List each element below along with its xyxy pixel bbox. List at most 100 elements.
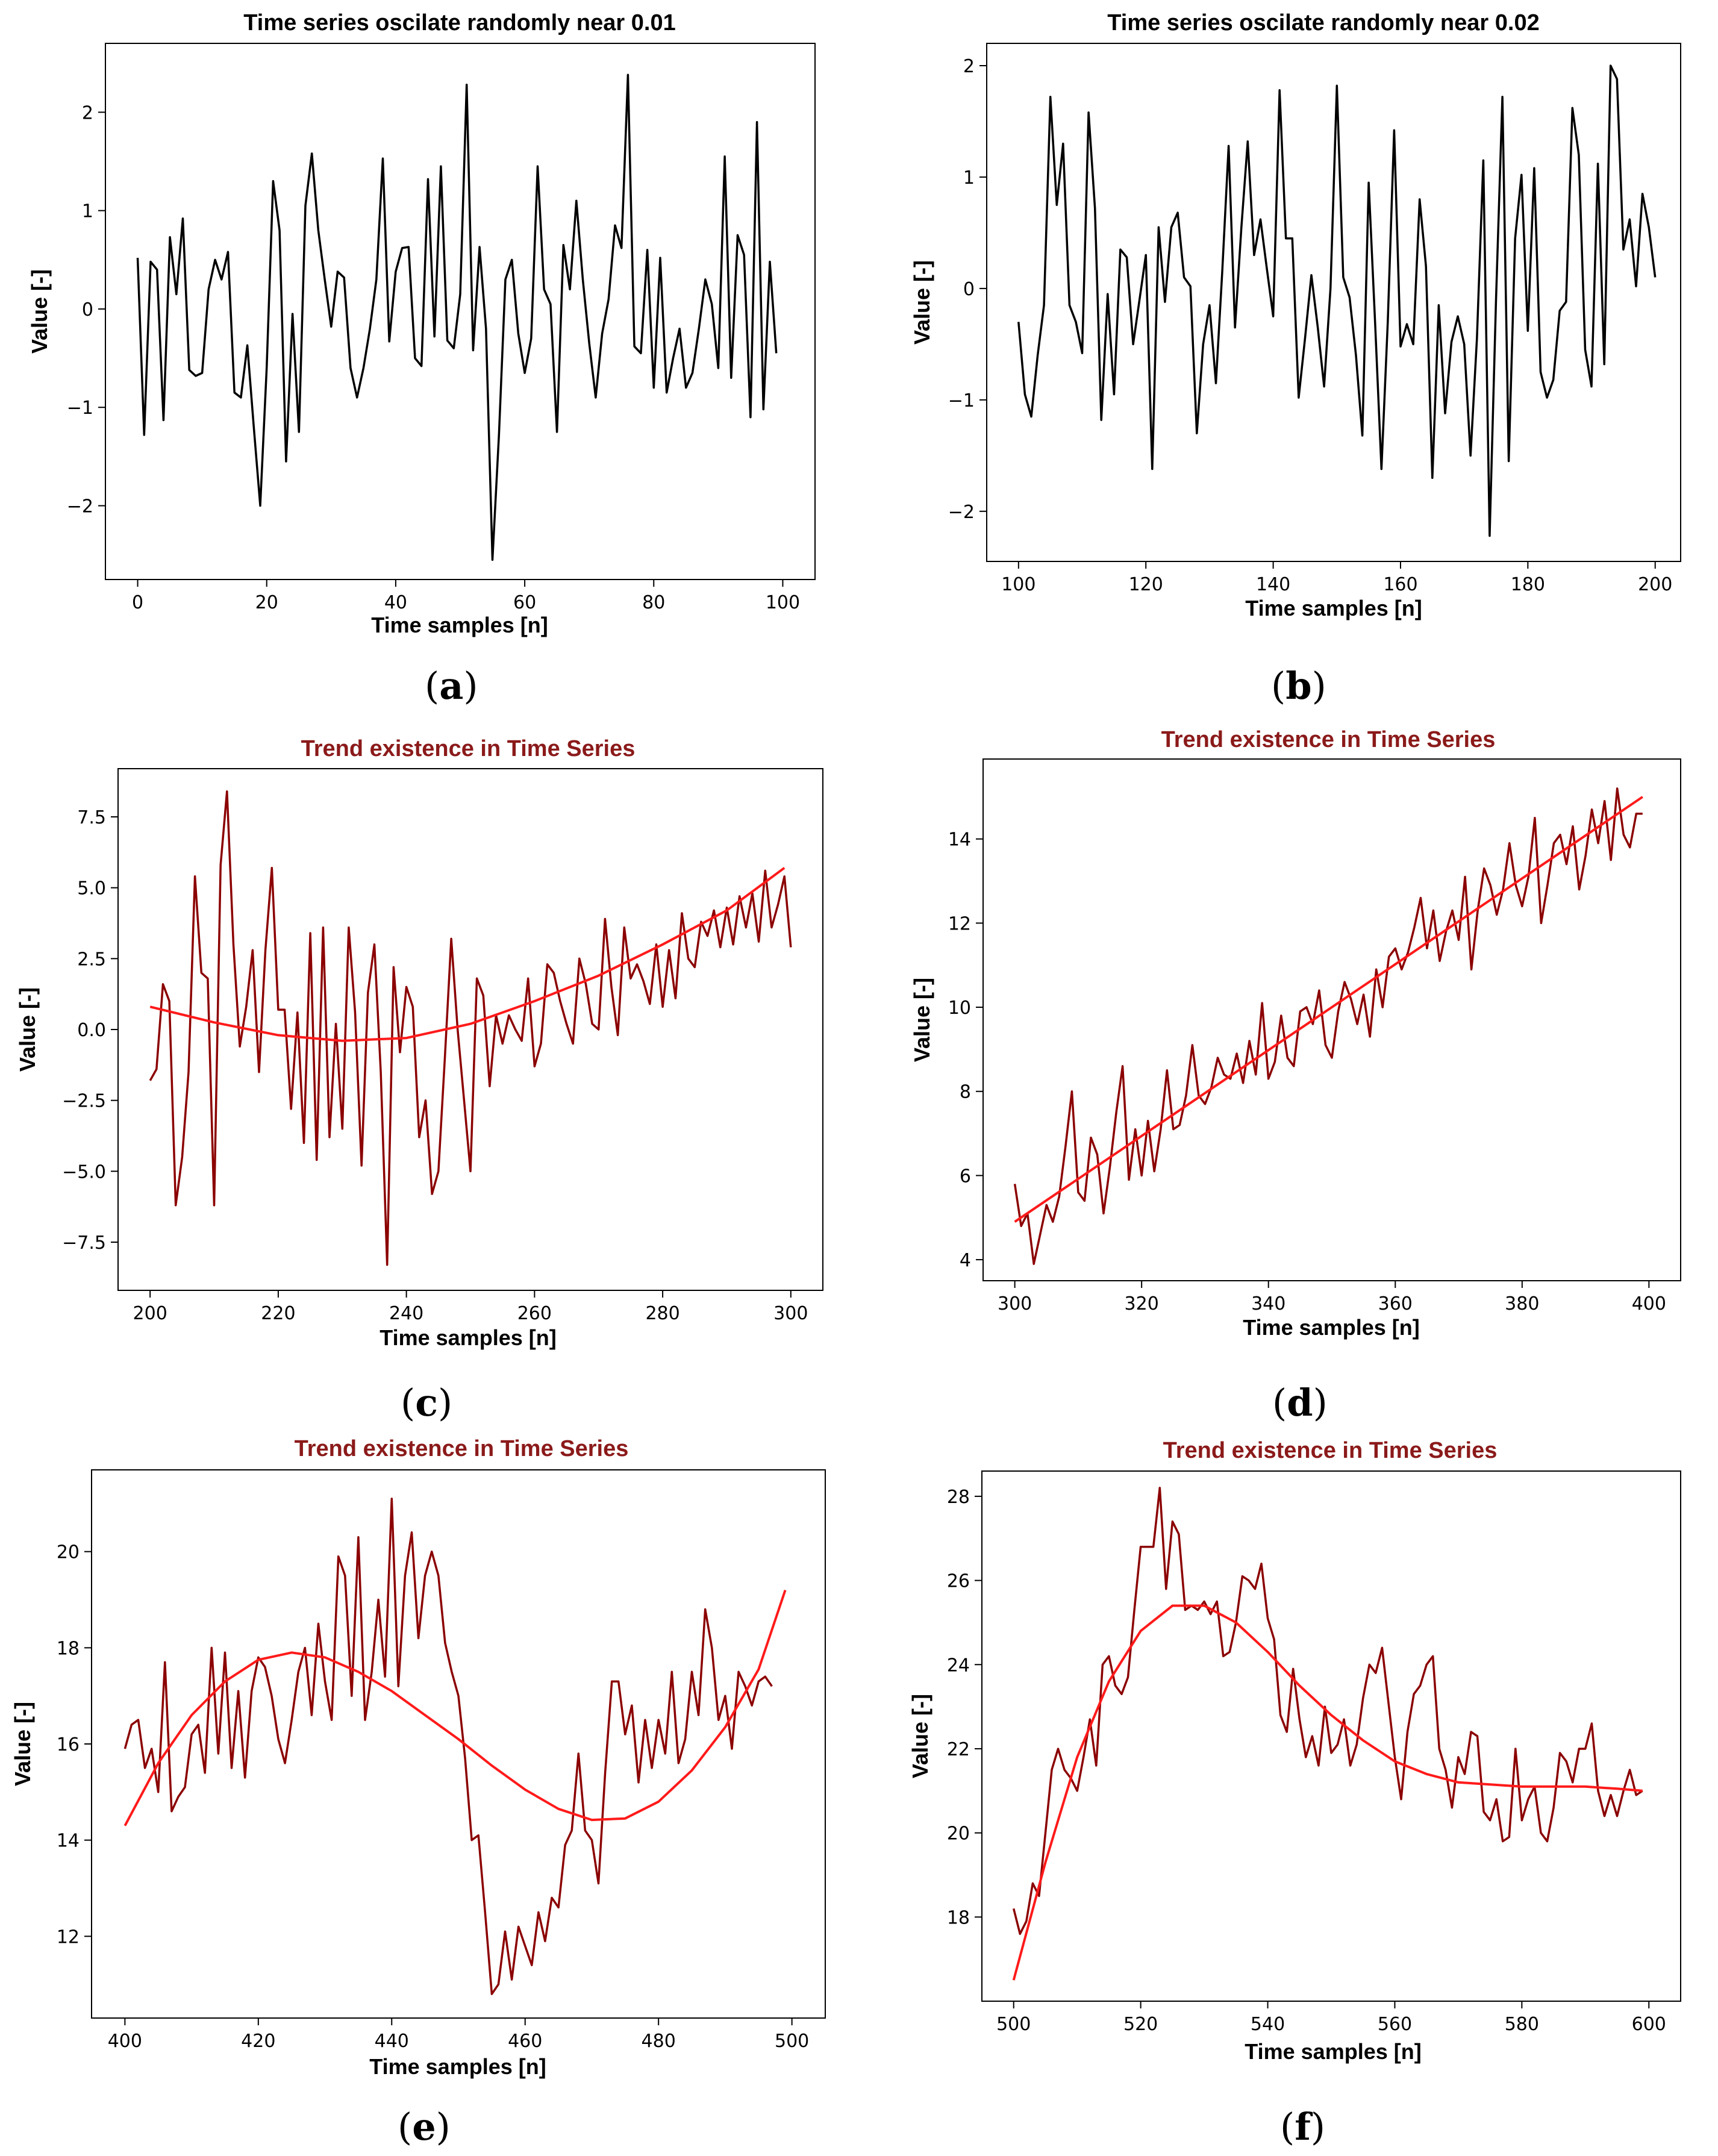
panel-f-ylabel: Value [-]: [908, 1694, 932, 1778]
x-tick-label: 120: [1129, 574, 1163, 595]
x-tick-label: 260: [517, 1303, 552, 1324]
panel-e: Trend existence in Time Series 400 420 440…: [10, 1436, 826, 2149]
panel-a-caption: (a): [425, 664, 478, 708]
y-tick-label: 2: [963, 56, 975, 77]
panel-a-lines: [136, 73, 778, 561]
y-tick-label: −7.5: [62, 1233, 106, 1254]
x-tick-label: 420: [241, 2031, 275, 2052]
x-tick-label: 520: [1123, 2014, 1158, 2035]
x-tick-label: 580: [1505, 2014, 1539, 2035]
panel-e-axes: 400 420 440 460 480 500 12 14 16 18 20: [57, 1542, 809, 2052]
y-tick-label: 20: [57, 1542, 80, 1563]
y-tick-label: 12: [948, 913, 971, 934]
panel-f-letter: f: [1295, 2105, 1313, 2149]
x-tick-label: 20: [255, 592, 278, 613]
y-tick-label: −2: [67, 496, 93, 517]
panel-e-letter: e: [412, 2105, 436, 2149]
x-tick-label: 500: [996, 2014, 1031, 2035]
x-tick-label: 200: [1638, 574, 1672, 595]
series-line-observed: [1013, 787, 1643, 1265]
panel-f-xlabel: Time samples [n]: [1245, 2039, 1421, 2064]
panel-b-axes: 100 120 140 160 180 200 −2 −1 0 1 2: [948, 56, 1673, 595]
panel-e-ylabel: Value [-]: [10, 1702, 35, 1786]
panel-c-title: Trend existence in Time Series: [301, 736, 636, 761]
panel-c-axes: 200 220 240 260 280 300 −7.5 −5.0 −2.5 0.0 2.5 5.0 7…: [62, 807, 808, 1324]
y-tick-label: 14: [57, 1831, 80, 1852]
panel-f-plot-area: [981, 1470, 1681, 2002]
x-tick-label: 40: [384, 592, 407, 613]
panel-d-plot-area: [982, 758, 1681, 1281]
x-tick-label: 540: [1251, 2014, 1285, 2035]
x-tick-label: 100: [1001, 574, 1035, 595]
panel-d-lines: [1013, 787, 1643, 1265]
x-tick-label: 340: [1251, 1293, 1285, 1314]
y-tick-label: 6: [960, 1166, 971, 1187]
x-tick-label: 380: [1505, 1293, 1539, 1314]
x-tick-label: 240: [389, 1303, 423, 1324]
y-tick-label: 2: [82, 102, 93, 123]
panel-c-xlabel: Time samples [n]: [380, 1325, 556, 1350]
y-tick-label: 14: [948, 830, 971, 851]
y-tick-label: 10: [948, 998, 971, 1019]
y-tick-label: 0: [963, 279, 975, 300]
x-tick-label: 300: [998, 1293, 1032, 1314]
y-tick-label: 8: [960, 1082, 971, 1103]
y-tick-label: −2: [948, 502, 975, 523]
x-tick-label: 140: [1256, 574, 1290, 595]
panel-d: Trend existence in Time Series 300 320 340…: [910, 727, 1681, 1425]
panel-f-lines: [1012, 1487, 1643, 1981]
panel-a-letter: a: [439, 664, 463, 708]
y-tick-label: 12: [57, 1926, 80, 1948]
x-tick-label: 400: [108, 2031, 142, 2052]
x-tick-label: 180: [1511, 574, 1545, 595]
x-tick-label: 320: [1125, 1293, 1159, 1314]
x-tick-label: 600: [1632, 2014, 1666, 2035]
panel-c: Trend existence in Time Series 200 220 240…: [15, 736, 823, 1425]
panel-f: Trend existence in Time Series 500 520 540…: [908, 1438, 1681, 2149]
series-line-signal: [136, 73, 778, 561]
y-tick-label: 1: [963, 167, 975, 189]
panel-b-title: Time series oscilate randomly near 0.02: [1107, 10, 1539, 36]
series-line-trend: [123, 1589, 787, 1826]
x-tick-label: 300: [773, 1303, 808, 1324]
panel-a-plot-area: [105, 43, 816, 580]
x-tick-label: 360: [1378, 1293, 1413, 1314]
x-tick-label: 280: [645, 1303, 679, 1324]
y-tick-label: −5.0: [62, 1161, 106, 1183]
y-tick-label: 28: [947, 1487, 970, 1508]
x-tick-label: 100: [766, 592, 800, 613]
series-line-trend: [149, 867, 786, 1042]
panel-b-letter: b: [1285, 664, 1311, 708]
y-tick-label: 16: [57, 1734, 80, 1755]
panel-a-axes: 0 20 40 60 80 100 −2 −1 0 1 2: [67, 102, 800, 613]
x-tick-label: 560: [1378, 2014, 1412, 2035]
panel-e-lines: [123, 1498, 787, 1995]
panel-d-xlabel: Time samples [n]: [1243, 1315, 1419, 1340]
y-tick-label: 4: [960, 1250, 971, 1271]
series-line-trend: [1014, 796, 1643, 1223]
panel-d-ylabel: Value [-]: [910, 978, 934, 1062]
panel-c-ylabel: Value [-]: [15, 987, 40, 1072]
panel-f-title: Trend existence in Time Series: [1163, 1438, 1498, 1463]
panel-c-lines: [149, 790, 792, 1266]
panel-c-plot-area: [117, 768, 823, 1291]
panel-a: Time series oscilate randomly near 0.01 …: [27, 10, 816, 708]
x-tick-label: 400: [1632, 1293, 1666, 1314]
y-tick-label: 24: [947, 1655, 970, 1676]
x-tick-label: 0: [132, 592, 143, 613]
panel-b-caption: (b): [1271, 664, 1326, 708]
x-tick-label: 440: [375, 2031, 409, 2052]
panel-f-axes: 500 520 540 560 580 600 18 20 22 24 26 28: [947, 1487, 1666, 2035]
y-tick-label: −1: [948, 390, 975, 411]
series-line-signal: [1017, 64, 1657, 537]
y-tick-label: 22: [947, 1739, 970, 1760]
panel-b-plot-area: [986, 43, 1681, 562]
panel-a-xlabel: Time samples [n]: [371, 613, 548, 637]
panel-c-letter: c: [415, 1381, 438, 1425]
panel-b-xlabel: Time samples [n]: [1245, 596, 1422, 620]
y-tick-label: −2.5: [62, 1091, 106, 1112]
y-tick-label: 18: [947, 1907, 970, 1928]
panel-e-title: Trend existence in Time Series: [295, 1436, 629, 1461]
y-tick-label: 0.0: [77, 1020, 106, 1041]
